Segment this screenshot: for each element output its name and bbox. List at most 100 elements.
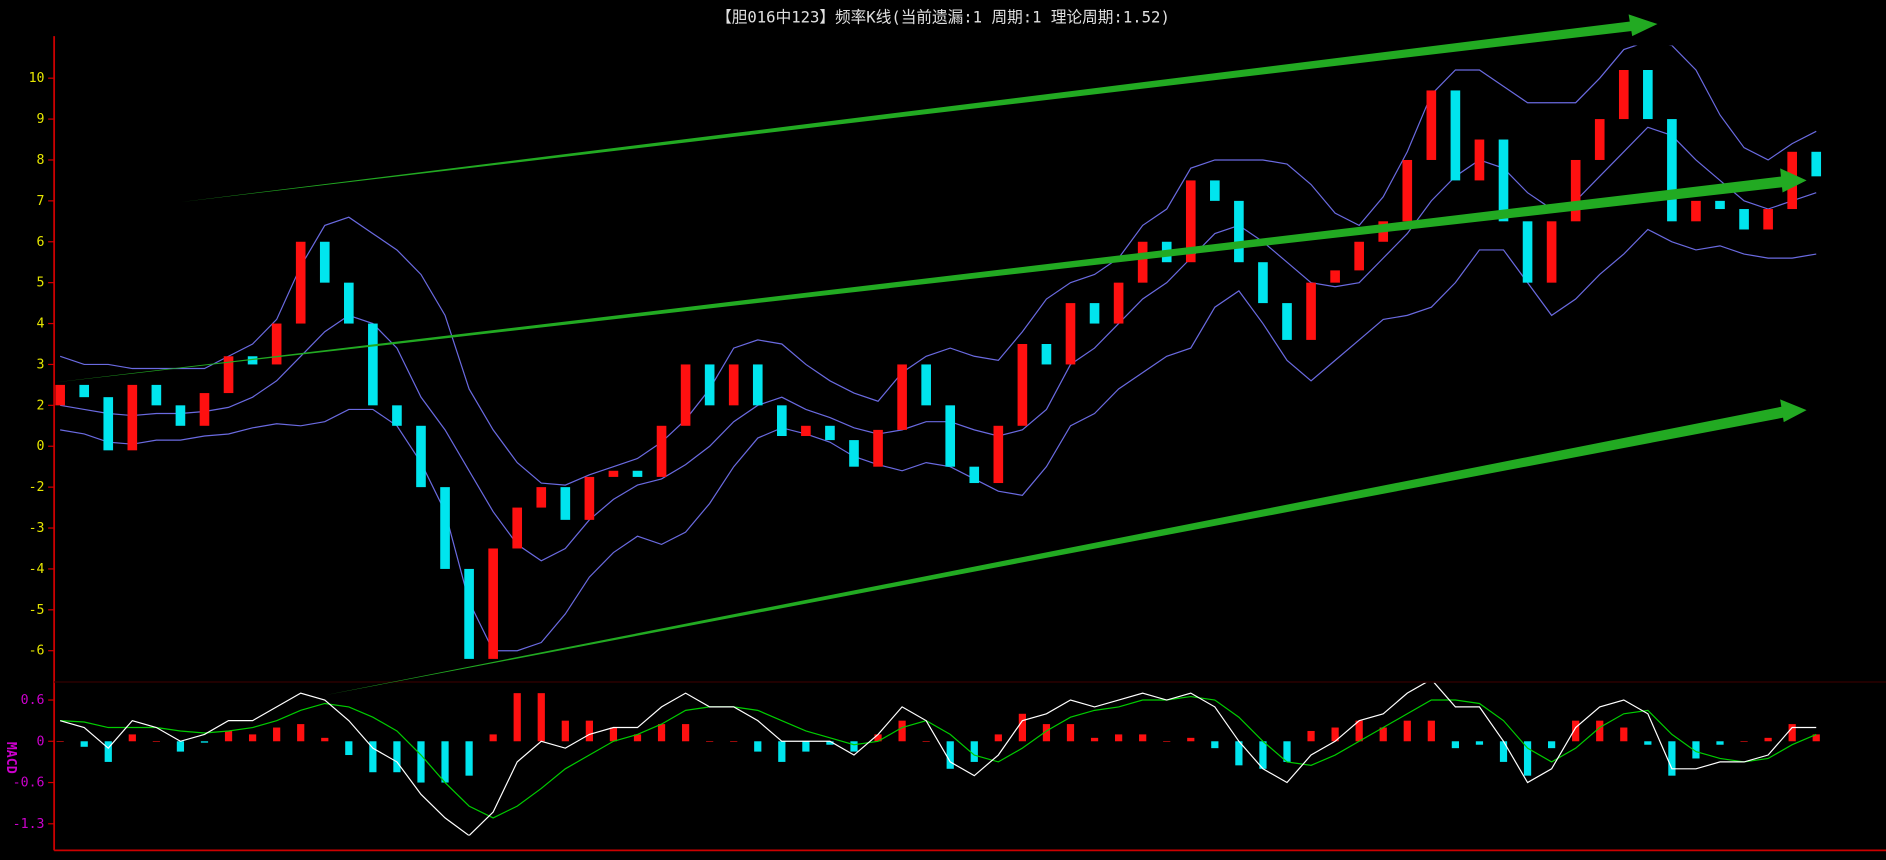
macd-plot [56, 682, 1820, 836]
candle [1691, 200, 1701, 222]
candle [344, 282, 354, 324]
macd-bar [1235, 741, 1243, 766]
candle [464, 568, 474, 659]
macd-bar [657, 724, 666, 742]
macd-bar [489, 734, 497, 742]
candle [1210, 180, 1220, 201]
candle [416, 425, 426, 488]
candle [1739, 209, 1749, 230]
candle [368, 323, 378, 406]
macd-bar [730, 741, 738, 742]
candle [560, 487, 571, 520]
y-tick-label: -3 [29, 521, 45, 536]
macd-bar [56, 741, 64, 742]
macd-bar [465, 741, 473, 776]
macd-bar [1331, 727, 1339, 742]
arrow-head [1780, 399, 1807, 423]
candle [1522, 221, 1533, 283]
candle [440, 487, 450, 569]
macd-bar [1740, 741, 1748, 742]
candle [79, 384, 90, 398]
macd-bar [1403, 720, 1411, 742]
candle [1041, 344, 1052, 365]
macd-bar [1283, 741, 1291, 762]
macd-bar [1788, 724, 1796, 742]
y-tick-label: 9 [37, 112, 45, 127]
y-tick-label: 8 [37, 153, 45, 168]
candle [1306, 282, 1316, 340]
candle [392, 405, 402, 426]
macd-bar [1066, 724, 1075, 742]
macd-bar [537, 693, 545, 742]
macd-bar [609, 727, 618, 742]
trend-arrows [54, 14, 1807, 696]
macd-bar [345, 741, 353, 756]
candle [1234, 200, 1244, 263]
macd-bar [1042, 724, 1051, 742]
candle [1258, 262, 1268, 304]
candle [873, 429, 883, 467]
candle [680, 364, 691, 426]
macd-bar [1716, 741, 1724, 745]
candle [488, 548, 498, 659]
macd-bar [585, 720, 593, 742]
candle [1282, 303, 1292, 340]
y-tick-label: 10 [29, 71, 45, 86]
macd-bar [176, 741, 185, 752]
dea-line [60, 695, 1817, 819]
candle [752, 364, 763, 406]
macd-bar [633, 734, 642, 742]
macd-bar [1139, 734, 1147, 742]
macd-bar [1163, 741, 1171, 742]
arrow-head [1780, 168, 1807, 193]
y-tick-label: -5 [29, 603, 45, 618]
axis-ticks: 10 9 8 7 6 5 4 3 2 0 -2 -3 -4 -5 -6 0.6 0 -0.6 -1.3 [13, 71, 55, 832]
macd-label: MACD [3, 742, 18, 774]
dif-line [59, 682, 1817, 836]
macd-bar [1259, 741, 1267, 769]
trend-arrow [54, 175, 1790, 383]
macd-bar [970, 741, 978, 762]
candle [175, 405, 186, 426]
macd-bar [224, 730, 233, 742]
macd-bar [1499, 741, 1508, 762]
macd-bar [1572, 720, 1580, 742]
candle [656, 425, 667, 477]
candle [127, 384, 138, 451]
candle [1474, 139, 1485, 181]
macd-bar [994, 734, 1002, 742]
macd-bar [561, 720, 569, 742]
macd-bar [1596, 720, 1604, 742]
macd-bar [1090, 737, 1099, 742]
candle [1498, 139, 1509, 222]
candle [608, 470, 619, 477]
y-tick-label: 2 [37, 398, 45, 413]
macd-bar [1668, 741, 1676, 776]
macd-bar [273, 727, 281, 742]
candle [921, 364, 931, 406]
macd-bar [681, 724, 690, 742]
candle [897, 364, 907, 430]
candle [103, 397, 114, 451]
candle [1354, 241, 1364, 271]
y-tick-label: 7 [37, 194, 45, 209]
macd-bar [80, 741, 88, 747]
macd-bar [778, 741, 786, 762]
y-tick-label: 6 [37, 235, 45, 250]
candle [1065, 303, 1076, 365]
candle [801, 425, 811, 437]
macd-bar [802, 741, 810, 752]
macd-bar [1451, 741, 1459, 749]
candle [1450, 90, 1461, 181]
macd-bar [417, 741, 425, 783]
candle [295, 241, 306, 324]
macd-bar [513, 693, 521, 742]
candle [1763, 209, 1773, 230]
macd-bar [1764, 737, 1772, 742]
macd-bar [1812, 734, 1820, 742]
y-tick-label: -1.3 [13, 817, 45, 832]
macd-bar [441, 741, 449, 783]
y-tick-label: 0 [37, 734, 45, 749]
